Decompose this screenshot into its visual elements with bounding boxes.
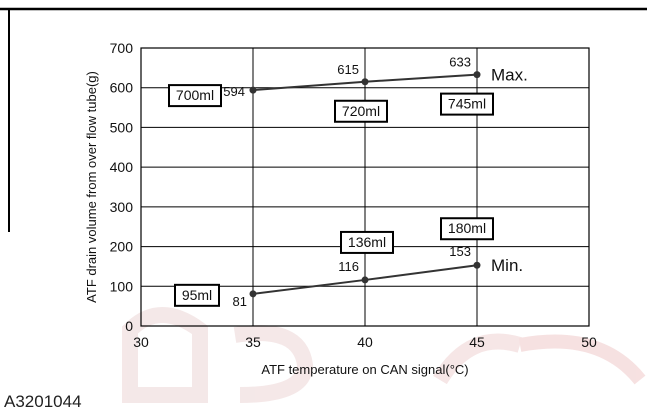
series-name-label: Max. [491,66,528,85]
volume-label: 180ml [448,220,486,236]
y-tick-label: 300 [110,199,134,215]
y-tick-label: 700 [110,40,134,56]
data-label: 615 [337,62,359,77]
data-label: 594 [223,84,245,99]
volume-label-box [340,230,394,254]
y-tick-label: 100 [110,278,134,294]
volume-label-box [174,283,220,307]
plot-area: 0 100 200 300 400 500 600 700 30 35 40 45 50 ATF temp… [84,40,597,377]
volume-label: 720ml [342,103,380,119]
y-tick-label: 500 [110,119,134,135]
plot-border [140,47,590,327]
data-point [361,78,369,86]
watermark [122,307,646,403]
data-point [473,261,481,269]
volume-label: 95ml [182,287,212,303]
data-point [249,290,257,298]
data-label: 153 [449,244,471,259]
series-name-label: Min. [491,256,523,275]
y-tick-label: 400 [110,159,134,175]
figure-id: A3201044 [4,392,82,411]
x-tick-label: 45 [469,334,485,350]
data-label: 81 [233,294,247,309]
data-point [249,86,257,94]
y-tick-label: 0 [125,318,133,334]
volume-label-box [440,217,494,241]
data-point [473,71,481,79]
data-label: 633 [449,55,471,70]
volume-label-box [168,84,222,108]
y-tick-label: 200 [110,239,134,255]
y-tick-label: 600 [110,80,134,96]
data-point [361,276,369,284]
x-axis-label: ATF temperature on CAN signal(°C) [261,362,468,377]
x-tick-label: 30 [133,334,149,350]
volume-label: 700ml [176,87,214,103]
data-label: 116 [338,259,359,274]
y-axis-label: ATF drain volume from over flow tube(g) [84,71,99,303]
x-tick-label: 40 [357,334,373,350]
volume-label: 745ml [448,96,486,112]
x-tick-label: 50 [581,334,597,350]
x-tick-label: 35 [245,334,261,350]
volume-label-box [334,99,388,123]
volume-label: 136ml [348,234,386,250]
volume-label-box [440,92,494,116]
